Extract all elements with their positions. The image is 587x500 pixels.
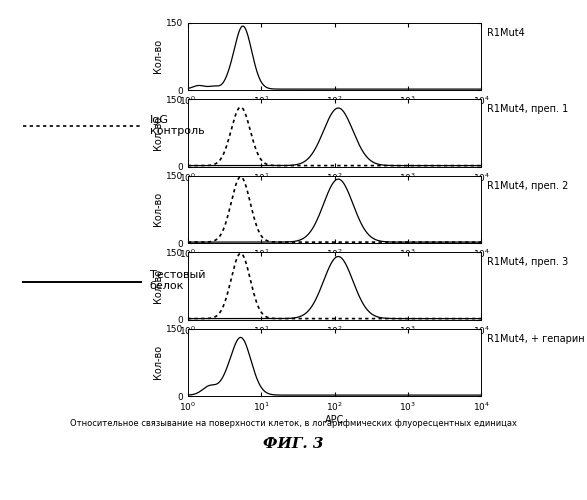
- Y-axis label: Кол-во: Кол-во: [153, 345, 163, 380]
- Text: Тестовый: Тестовый: [150, 270, 205, 280]
- X-axis label: APC: APC: [325, 185, 345, 195]
- X-axis label: APC: APC: [325, 414, 345, 424]
- Text: R1Mut4: R1Mut4: [487, 28, 525, 38]
- Text: контроль: контроль: [150, 126, 204, 136]
- Y-axis label: Кол-во: Кол-во: [153, 268, 163, 303]
- Text: R1Mut4, преп. 1: R1Mut4, преп. 1: [487, 104, 568, 115]
- Y-axis label: Кол-во: Кол-во: [153, 192, 163, 226]
- Text: белок: белок: [150, 282, 184, 292]
- Y-axis label: Кол-во: Кол-во: [153, 116, 163, 150]
- Text: R1Mut4, преп. 2: R1Mut4, преп. 2: [487, 181, 569, 191]
- Text: R1Mut4, + гепарин: R1Mut4, + гепарин: [487, 334, 585, 344]
- X-axis label: APC: APC: [325, 262, 345, 272]
- X-axis label: APC: APC: [325, 338, 345, 348]
- Text: Относительное связывание на поверхности клеток, в логарифмических флуоресцентных: Относительное связывание на поверхности …: [70, 419, 517, 428]
- Text: ФИГ. 3: ФИГ. 3: [263, 436, 324, 450]
- Text: R1Mut4, преп. 3: R1Mut4, преп. 3: [487, 258, 568, 268]
- X-axis label: APC: APC: [325, 108, 345, 118]
- Text: IgG: IgG: [150, 114, 168, 124]
- Y-axis label: Кол-во: Кол-во: [153, 39, 163, 74]
